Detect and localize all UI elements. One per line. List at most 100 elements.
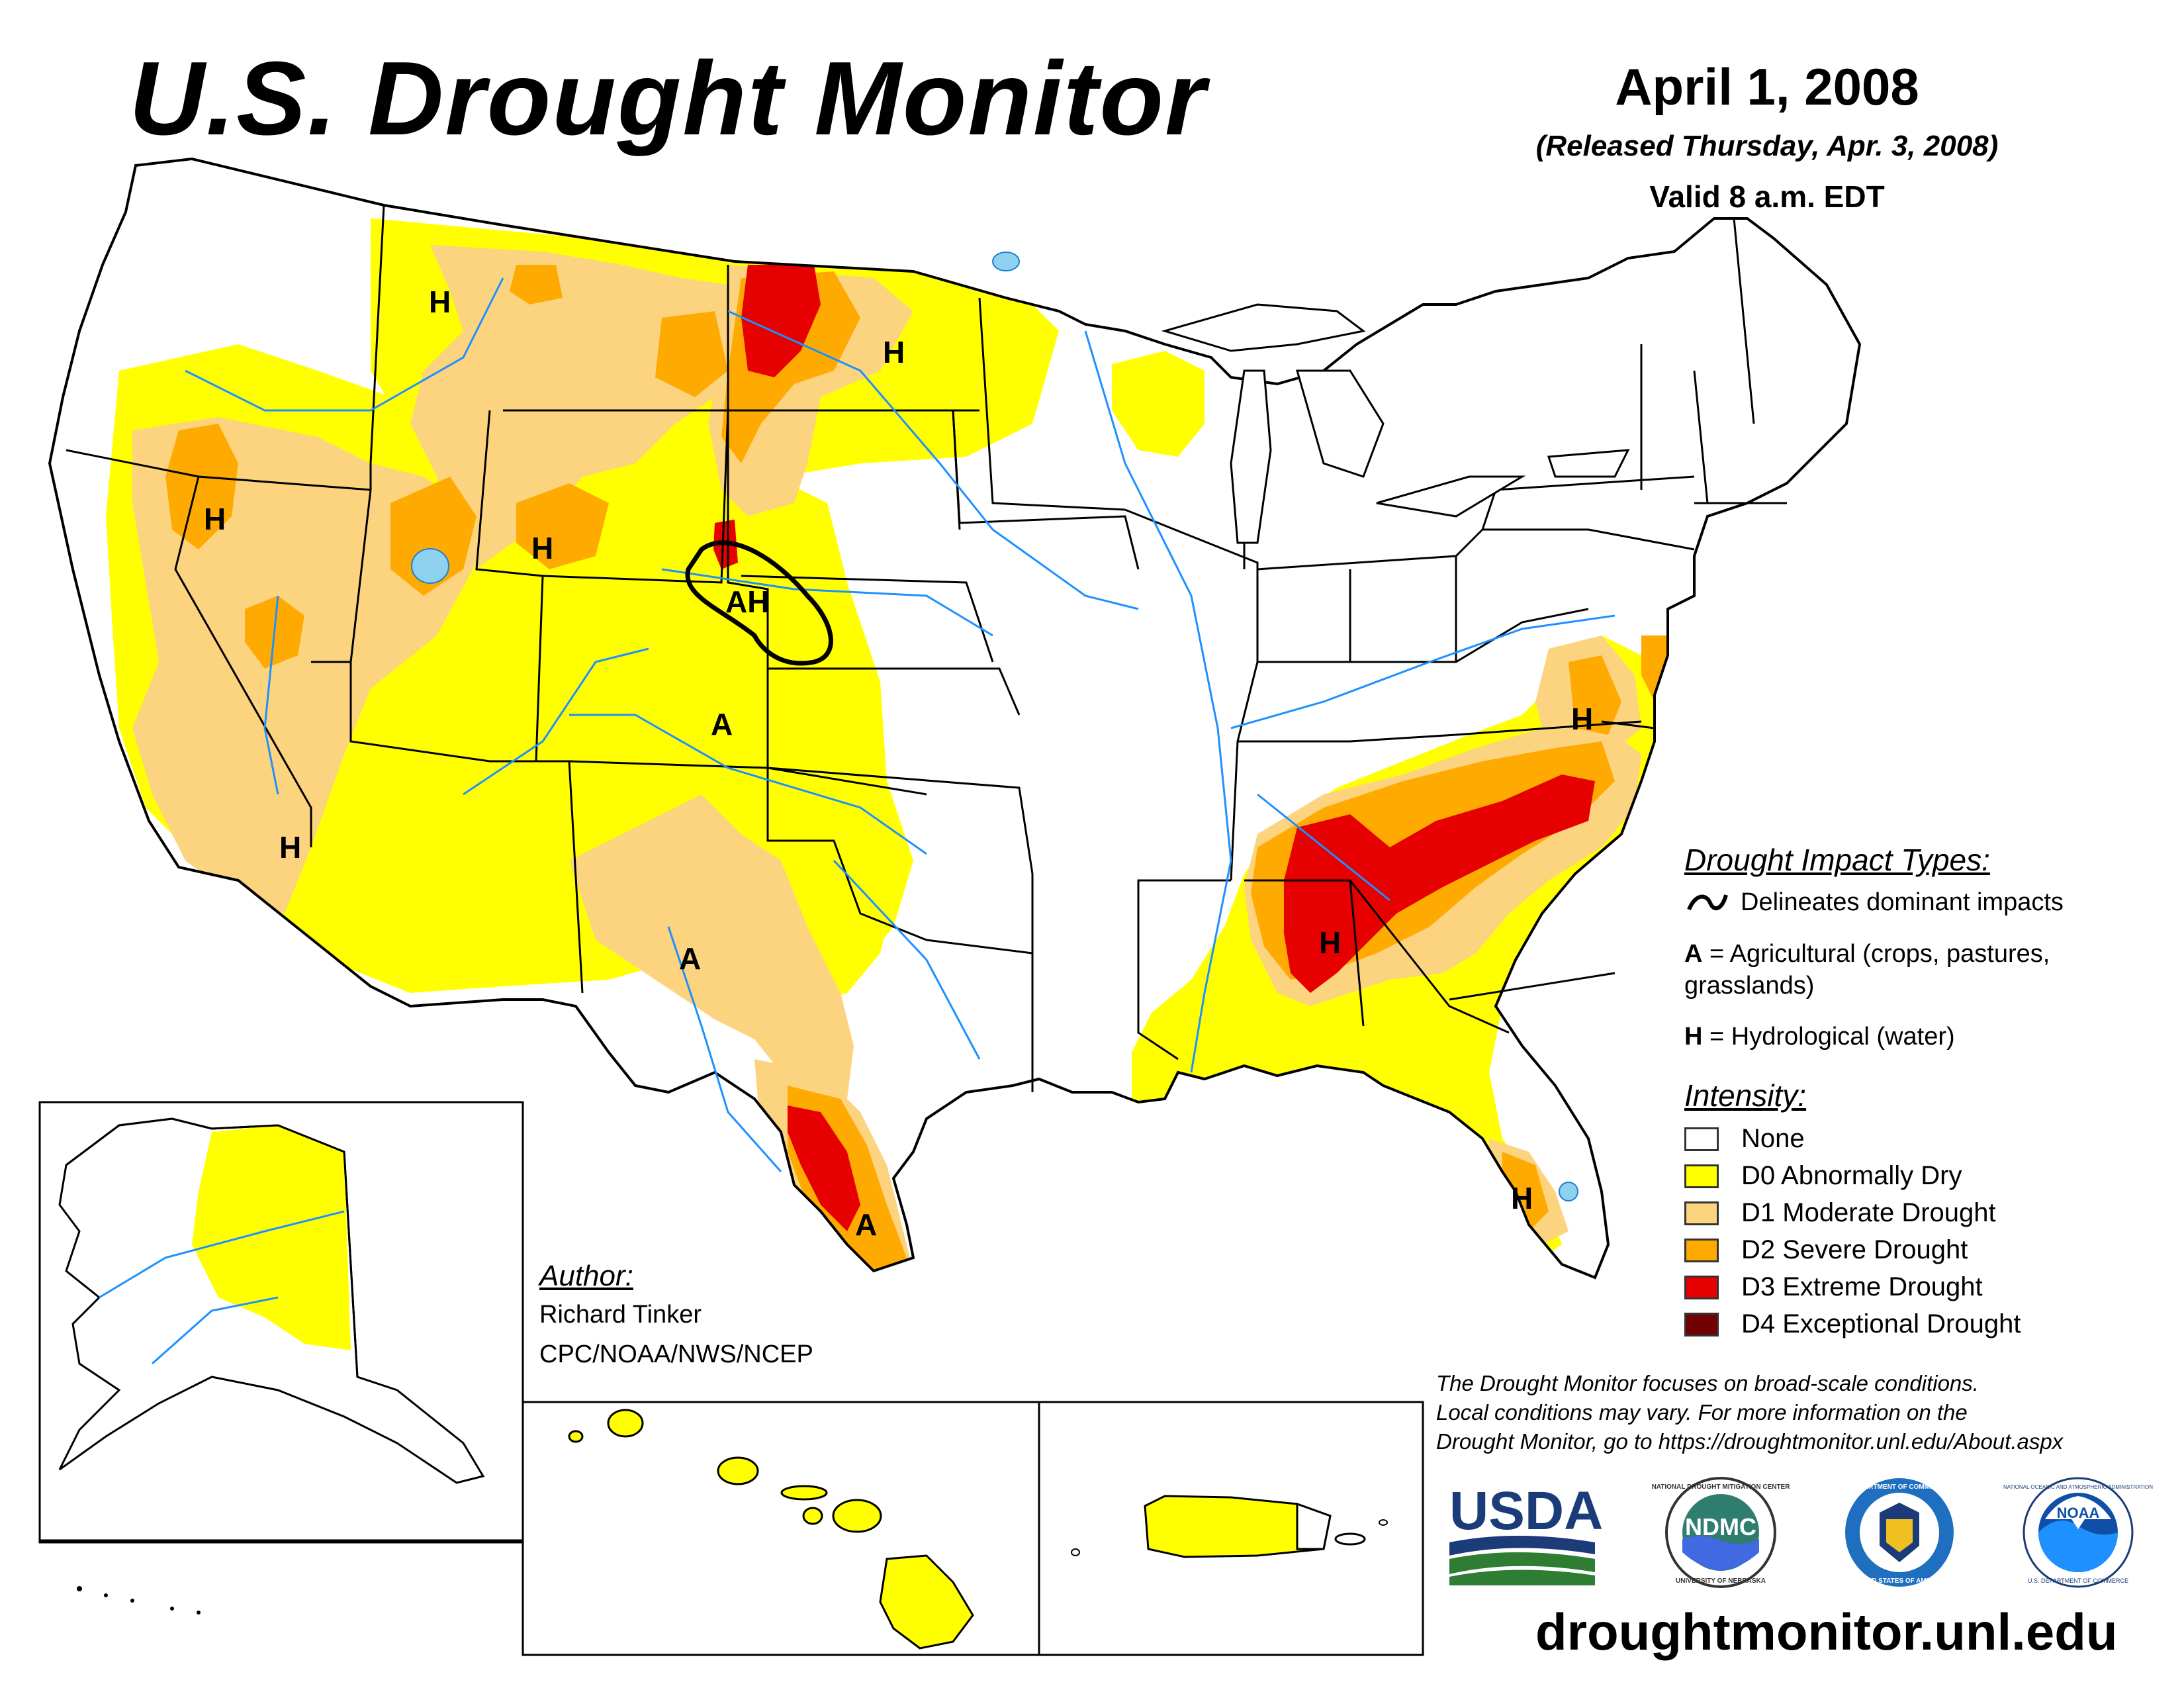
impact-a-desc: = Agricultural (crops, pastures, — [1709, 940, 2050, 968]
oahu — [717, 1456, 759, 1485]
impact-curve-legend: Delineates dominant impacts — [1686, 888, 2064, 917]
map-label-h: H — [1571, 702, 1593, 736]
legend-label: D3 Extreme Drought — [1741, 1272, 1983, 1301]
impact-labels: H H H H AH A H H A H H A — [204, 285, 1593, 1242]
legend-row-d4: D4 Exceptional Drought — [1684, 1309, 2021, 1339]
impact-types-heading: Drought Impact Types: — [1684, 843, 1990, 877]
d1-montana — [410, 245, 741, 569]
d3-southeast — [1284, 774, 1595, 993]
lake-okeechobee — [1559, 1182, 1578, 1201]
noaa-ring-bottom: U.S. DEPARTMENT OF COMMERCE — [2028, 1577, 2128, 1584]
map-label-a: A — [679, 941, 701, 976]
impact-curve-icon — [1687, 894, 1728, 910]
doc-ring-top: DEPARTMENT OF COMMERCE — [1850, 1483, 1948, 1491]
legend-label: D1 Moderate Drought — [1741, 1198, 1996, 1227]
legend-swatch — [1684, 1127, 1719, 1151]
big-island — [879, 1554, 974, 1650]
impact-hydrological: H = Hydrological (water) — [1684, 1023, 1955, 1051]
impact-agricultural: A = Agricultural (crops, pastures, — [1684, 940, 2050, 968]
legend-row-d1: D1 Moderate Drought — [1684, 1198, 1996, 1228]
legend-label: D2 Severe Drought — [1741, 1235, 1968, 1264]
legend-row-d0: D0 Abnormally Dry — [1684, 1161, 1962, 1191]
impact-h-desc: = Hydrological (water) — [1709, 1023, 1955, 1051]
legend-label: None — [1741, 1124, 1805, 1153]
ndmc-logo-text: NDMC — [1685, 1513, 1756, 1540]
legend-swatch — [1684, 1275, 1719, 1299]
d0-wisconsin — [1112, 351, 1205, 457]
lake-sakakawea — [992, 252, 1020, 271]
rivers — [185, 277, 1615, 1172]
usda-logo: USDA — [1449, 1481, 1603, 1585]
alaska-inset — [38, 1101, 524, 1615]
intensity-heading: Intensity: — [1684, 1078, 1807, 1113]
d2-wyoming — [516, 483, 609, 569]
legend-swatch — [1684, 1312, 1719, 1336]
agency-logos: USDA NDMC NATIONAL DROUGHT MITIGATION CE… — [1449, 1477, 2153, 1588]
legend-row-d3: D3 Extreme Drought — [1684, 1272, 1983, 1302]
impact-curve-label: Delineates dominant impacts — [1741, 888, 2064, 916]
map-label-h: H — [279, 830, 301, 865]
ndmc-ring-bottom: UNIVERSITY OF NEBRASKA — [1676, 1577, 1766, 1585]
valid-time: Valid 8 a.m. EDT — [1649, 179, 1885, 214]
d2-virginia — [1569, 655, 1621, 735]
lake-superior — [1161, 303, 1366, 352]
legend-swatch — [1684, 1164, 1719, 1188]
ndmc-logo: NDMC NATIONAL DROUGHT MITIGATION CENTER … — [1652, 1477, 1791, 1588]
map-date: April 1, 2008 — [1615, 58, 1919, 116]
d2-montana-east — [655, 311, 728, 397]
d1-southwest-texas — [569, 794, 854, 1125]
ndmc-ring-top: NATIONAL DROUGHT MITIGATION CENTER — [1652, 1483, 1791, 1491]
doc-ring-bottom: UNITED STATES OF AMERICA — [1852, 1577, 1947, 1585]
impact-a-desc-line2: grasslands) — [1684, 972, 1815, 1000]
page-title: U.S. Drought Monitor — [129, 40, 1207, 157]
author-name: Richard Tinker — [539, 1301, 702, 1329]
lake-huron — [1296, 369, 1385, 478]
d2-montana-north — [510, 265, 563, 305]
map-label-h: H — [883, 335, 905, 369]
lake-michigan — [1230, 369, 1272, 544]
author-org: CPC/NOAA/NWS/NCEP — [539, 1340, 813, 1368]
release-date: (Released Thursday, Apr. 3, 2008) — [1535, 130, 1999, 162]
note-line: Local conditions may vary. For more info… — [1436, 1400, 1968, 1425]
puerto-rico-inset — [1038, 1401, 1424, 1656]
legend-row-none: None — [1684, 1124, 1805, 1154]
great-salt-lake — [411, 548, 449, 584]
map-label-ah: AH — [725, 585, 769, 619]
impact-boundary-curve — [685, 540, 833, 666]
alaska-d0 — [192, 1125, 351, 1350]
legend-label: D4 Exceptional Drought — [1741, 1309, 2021, 1338]
drought-layers — [106, 218, 1674, 1278]
hawaii-inset — [522, 1401, 1040, 1656]
noaa-ring-top: NATIONAL OCEANIC AND ATMOSPHERIC ADMINIS… — [2003, 1484, 2153, 1490]
footer-url[interactable]: droughtmonitor.unl.edu — [1535, 1603, 2118, 1661]
note-line: The Drought Monitor focuses on broad-sca… — [1436, 1371, 1979, 1395]
legend-swatch — [1684, 1201, 1719, 1225]
maui — [832, 1499, 882, 1533]
map-label-a: A — [855, 1207, 877, 1242]
map-label-h: H — [1511, 1181, 1533, 1215]
molokai — [780, 1485, 828, 1501]
map-label-h: H — [1319, 925, 1341, 960]
impact-a-key: A — [1684, 940, 1703, 968]
legend-label: D0 Abnormally Dry — [1741, 1161, 1962, 1190]
noaa-logo: NOAA NATIONAL OCEANIC AND ATMOSPHERIC AD… — [2003, 1477, 2153, 1588]
impact-h-key: H — [1684, 1023, 1703, 1051]
map-label-a: A — [711, 707, 733, 741]
water-bodies — [411, 252, 1578, 1201]
legend-row-d2: D2 Severe Drought — [1684, 1235, 1968, 1265]
author-heading: Author: — [539, 1260, 633, 1292]
d3-texas-border — [788, 1105, 860, 1231]
noaa-logo-text: NOAA — [2057, 1505, 2100, 1521]
commerce-seal-logo: DEPARTMENT OF COMMERCE UNITED STATES OF … — [1845, 1478, 1954, 1587]
great-lakes — [1161, 303, 1630, 544]
kauai — [607, 1409, 644, 1438]
map-label-h: H — [204, 502, 226, 536]
disclaimer-note: The Drought Monitor focuses on broad-sca… — [1436, 1369, 2151, 1456]
map-label-h: H — [429, 285, 451, 319]
usda-logo-text: USDA — [1449, 1481, 1603, 1541]
lanai — [802, 1507, 823, 1525]
lake-erie — [1376, 475, 1526, 518]
legend-swatch — [1684, 1238, 1719, 1262]
note-line: Drought Monitor, go to https://droughtmo… — [1436, 1429, 2064, 1454]
